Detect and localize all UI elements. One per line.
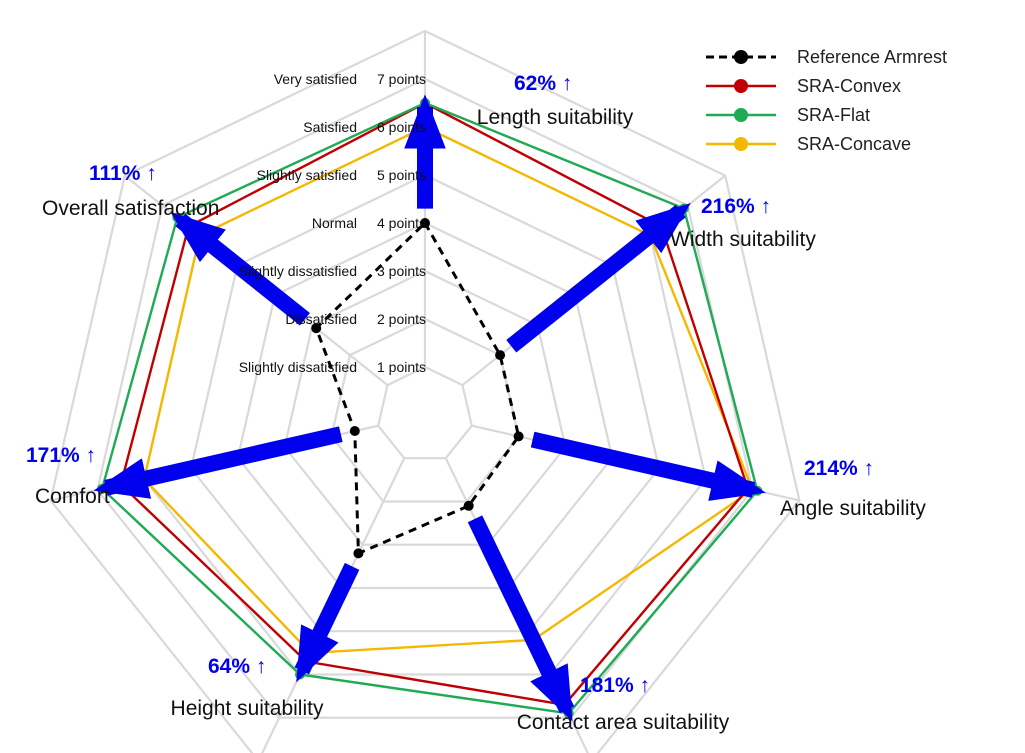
improvement-arrow [93, 426, 343, 499]
grid-ring [189, 173, 661, 633]
axis-label: Width suitability [670, 228, 816, 251]
improvement-labels: 62% ↑ 216% ↑ 214% ↑ 181% ↑ 64% ↑ 171% ↑ 111% ↑ [26, 72, 874, 697]
grid-ring [283, 269, 567, 546]
improvement-arrow [294, 562, 360, 683]
scale-points-label: 5 points [377, 167, 426, 183]
scale-level-labels: 1 points Slightly dissatisfied 2 points Dis… [239, 71, 426, 375]
improvement-label: 62% ↑ [514, 72, 572, 95]
series-line-reference-armrest [314, 220, 521, 556]
improvement-label: 214% ↑ [804, 457, 874, 480]
legend-label: SRA-Convex [797, 76, 901, 96]
improvement-label: 181% ↑ [580, 674, 650, 697]
scale-points-label: 3 points [377, 263, 426, 279]
scale-points-label: 1 points [377, 359, 426, 375]
scale-level-label: Normal [312, 215, 357, 231]
scale-level-label: Slightly dissatisfied [239, 263, 357, 279]
improvement-arrow [170, 212, 310, 326]
axis-label: Contact area suitability [517, 711, 730, 734]
series-line-sra-convex [119, 101, 750, 707]
improvement-arrow [530, 431, 766, 501]
scale-points-label: 7 points [377, 71, 426, 87]
data-point [353, 548, 364, 559]
data-point [463, 500, 474, 511]
axis-label: Height suitability [171, 697, 324, 720]
legend-marker [734, 108, 748, 122]
axis-label: Angle suitability [780, 497, 926, 520]
axis-label: Comfort [35, 485, 110, 508]
legend-marker [734, 79, 748, 93]
data-point [495, 350, 506, 361]
series-line-sra-concave [142, 125, 755, 655]
improvement-arrows [93, 94, 766, 722]
grid-ring [377, 365, 473, 460]
data-point [420, 98, 430, 108]
improvement-arrow [467, 515, 575, 722]
scale-level-label: Slightly satisfied [257, 167, 357, 183]
scale-points-label: 4 points [377, 215, 426, 231]
scale-points-label: 2 points [377, 311, 426, 327]
scale-level-label: Satisfied [303, 119, 357, 135]
improvement-label: 64% ↑ [208, 655, 266, 678]
axis-label: Length suitability [477, 106, 634, 129]
improvement-arrow [506, 203, 691, 353]
scale-level-label: Slightly dissatisfied [239, 359, 357, 375]
grid-ring [330, 317, 520, 503]
scale-points-label: 6 points [377, 119, 426, 135]
scale-level-label: Very satisfied [274, 71, 357, 87]
grid-ring [96, 77, 754, 719]
data-point [513, 431, 524, 442]
scale-level-label: Dissatisfied [285, 311, 357, 327]
data-point [420, 218, 430, 228]
legend-marker [734, 50, 748, 64]
legend-label: SRA-Concave [797, 134, 911, 154]
legend: Reference Armrest SRA-Convex SRA-Flat SRA-C… [706, 47, 947, 154]
improvement-label: 171% ↑ [26, 444, 96, 467]
legend-label: Reference Armrest [797, 47, 947, 67]
legend-marker [734, 137, 748, 151]
data-point [311, 323, 322, 334]
category-labels: Length suitability Width suitability Angle… [35, 106, 926, 734]
grid-ring [236, 221, 614, 590]
legend-label: SRA-Flat [797, 105, 870, 125]
data-point [349, 426, 360, 436]
improvement-label: 111% ↑ [89, 162, 157, 185]
series-line-sra-flat [100, 101, 759, 715]
grid-ring [49, 29, 801, 753]
improvement-label: 216% ↑ [701, 195, 771, 218]
axis-label: Overall satisfaction [42, 197, 219, 220]
